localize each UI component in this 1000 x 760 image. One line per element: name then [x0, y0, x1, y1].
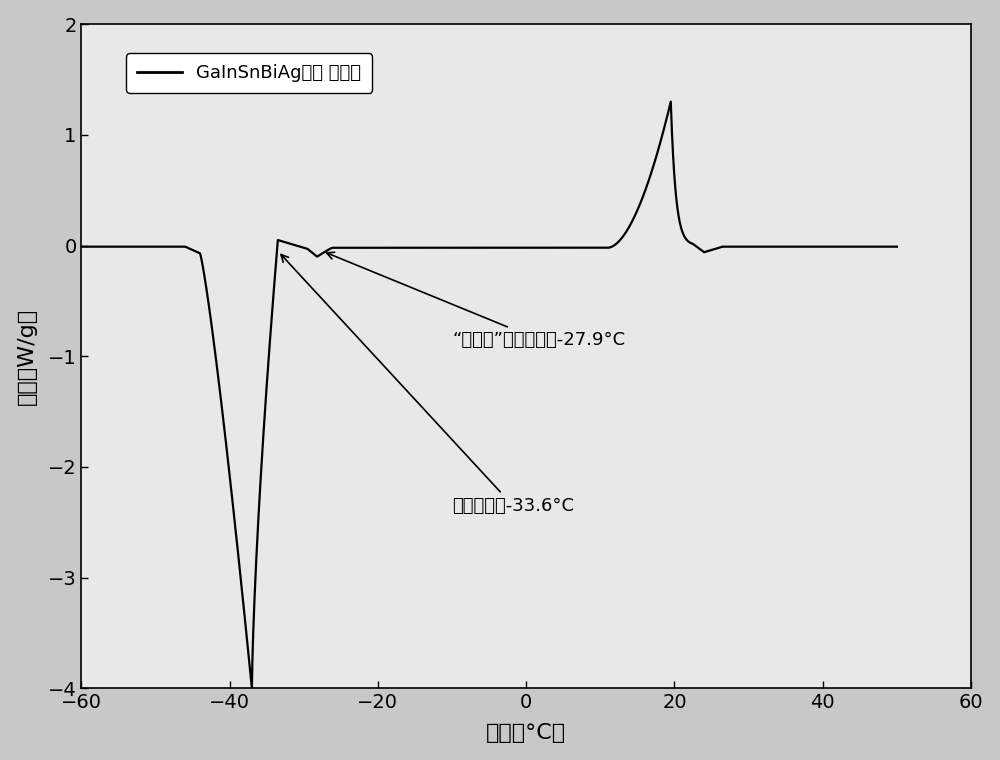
- Text: “预凝固”相变温度：-27.9°C: “预凝固”相变温度：-27.9°C: [327, 252, 625, 349]
- Legend: GaInSnBiAg合金 热分析: GaInSnBiAg合金 热分析: [126, 53, 372, 93]
- Text: 凝固温度：-33.6°C: 凝固温度：-33.6°C: [281, 255, 574, 515]
- X-axis label: 温度（°C）: 温度（°C）: [486, 724, 566, 743]
- Y-axis label: 热流（W/g）: 热流（W/g）: [17, 308, 37, 405]
